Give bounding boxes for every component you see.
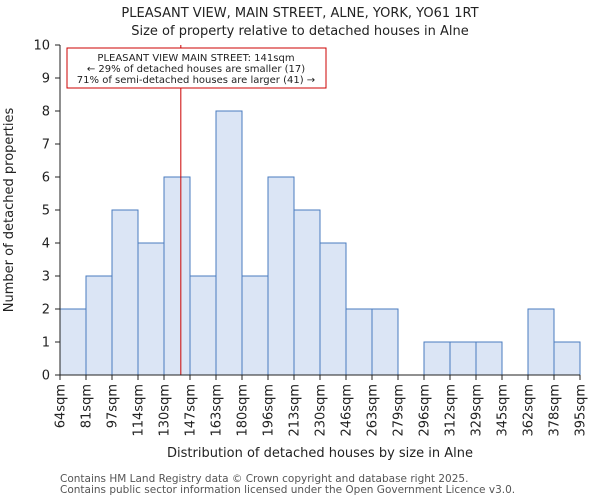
x-tick-label-97sqm: 97sqm	[106, 384, 121, 428]
bar-81sqm	[85, 275, 113, 376]
y-tick-label-2: 2	[42, 303, 50, 318]
y-tick-labels: 0 1 2 3 4 5 6 7 8 9 10	[33, 39, 50, 384]
bar-312sqm	[449, 341, 477, 376]
x-tick-label-130sqm: 130sqm	[158, 384, 173, 437]
bar-114sqm	[137, 242, 165, 376]
bar-329sqm	[475, 341, 503, 376]
bar-378sqm	[553, 341, 581, 376]
bar-246sqm	[345, 308, 373, 376]
x-tick-label-114sqm: 114sqm	[132, 384, 147, 437]
bars-group	[59, 110, 581, 376]
x-tick-label-230sqm: 230sqm	[314, 384, 329, 437]
y-tick-label-10: 10	[33, 39, 50, 54]
bar-296sqm	[423, 341, 451, 376]
x-tick-label-147sqm: 147sqm	[184, 384, 199, 437]
x-tick-label-296sqm: 296sqm	[418, 384, 433, 437]
y-tick-label-0: 0	[42, 369, 50, 384]
bar-163sqm	[215, 110, 243, 376]
x-tick-label-312sqm: 312sqm	[444, 384, 459, 437]
y-tick-label-8: 8	[42, 105, 50, 120]
x-tick-label-345sqm: 345sqm	[496, 384, 511, 437]
y-axis-label: Number of detached properties	[2, 108, 17, 313]
x-tick-label-279sqm: 279sqm	[392, 384, 407, 437]
bar-213sqm	[293, 209, 321, 376]
x-tick-label-196sqm: 196sqm	[262, 384, 277, 437]
y-tick-label-9: 9	[42, 72, 50, 87]
y-tick-label-3: 3	[42, 270, 50, 285]
footer-licence: Contains public sector information licen…	[60, 484, 516, 496]
x-tick-label-263sqm: 263sqm	[366, 384, 381, 437]
annotation-box	[66, 47, 327, 89]
bar-64sqm	[59, 308, 87, 376]
x-axis-label: Distribution of detached houses by size …	[167, 446, 473, 461]
x-tick-labels: 64sqm 81sqm 97sqm 114sqm 130sqm 147sqm 163sqm 1…	[54, 384, 589, 437]
y-tick-label-4: 4	[42, 237, 50, 252]
x-tick-label-64sqm: 64sqm	[54, 384, 69, 428]
x-tick-label-213sqm: 213sqm	[288, 384, 303, 437]
x-tick-label-395sqm: 395sqm	[574, 384, 589, 437]
x-tick-label-81sqm: 81sqm	[80, 384, 95, 428]
bar-230sqm	[319, 242, 347, 376]
axes-group	[55, 44, 581, 380]
y-tick-label-7: 7	[42, 138, 50, 153]
bar-97sqm	[111, 209, 139, 376]
annotation-line-3: 71% of semi-detached houses are larger (…	[77, 75, 315, 86]
chart-subtitle: Size of property relative to detached ho…	[131, 24, 469, 39]
bar-362sqm	[527, 308, 555, 376]
bar-130sqm	[163, 176, 191, 376]
annotation-line-1: PLEASANT VIEW MAIN STREET: 141sqm	[97, 53, 294, 64]
bar-263sqm	[371, 308, 399, 376]
x-tick-label-246sqm: 246sqm	[340, 384, 355, 437]
bar-180sqm	[241, 275, 269, 376]
footer-copyright: Contains HM Land Registry data © Crown c…	[60, 473, 469, 485]
bar-147sqm	[189, 275, 217, 376]
x-tick-label-329sqm: 329sqm	[470, 384, 485, 437]
annotation-line-2: ← 29% of detached houses are smaller (17…	[87, 64, 305, 75]
chart-title: PLEASANT VIEW, MAIN STREET, ALNE, YORK, …	[121, 6, 478, 21]
x-tick-label-180sqm: 180sqm	[236, 384, 251, 437]
y-tick-label-6: 6	[42, 171, 50, 186]
bar-196sqm	[267, 176, 295, 376]
x-tick-label-378sqm: 378sqm	[548, 384, 563, 437]
x-tick-label-163sqm: 163sqm	[210, 384, 225, 437]
y-tick-label-5: 5	[42, 204, 50, 219]
x-tick-label-362sqm: 362sqm	[522, 384, 537, 437]
y-tick-label-1: 1	[42, 336, 50, 351]
